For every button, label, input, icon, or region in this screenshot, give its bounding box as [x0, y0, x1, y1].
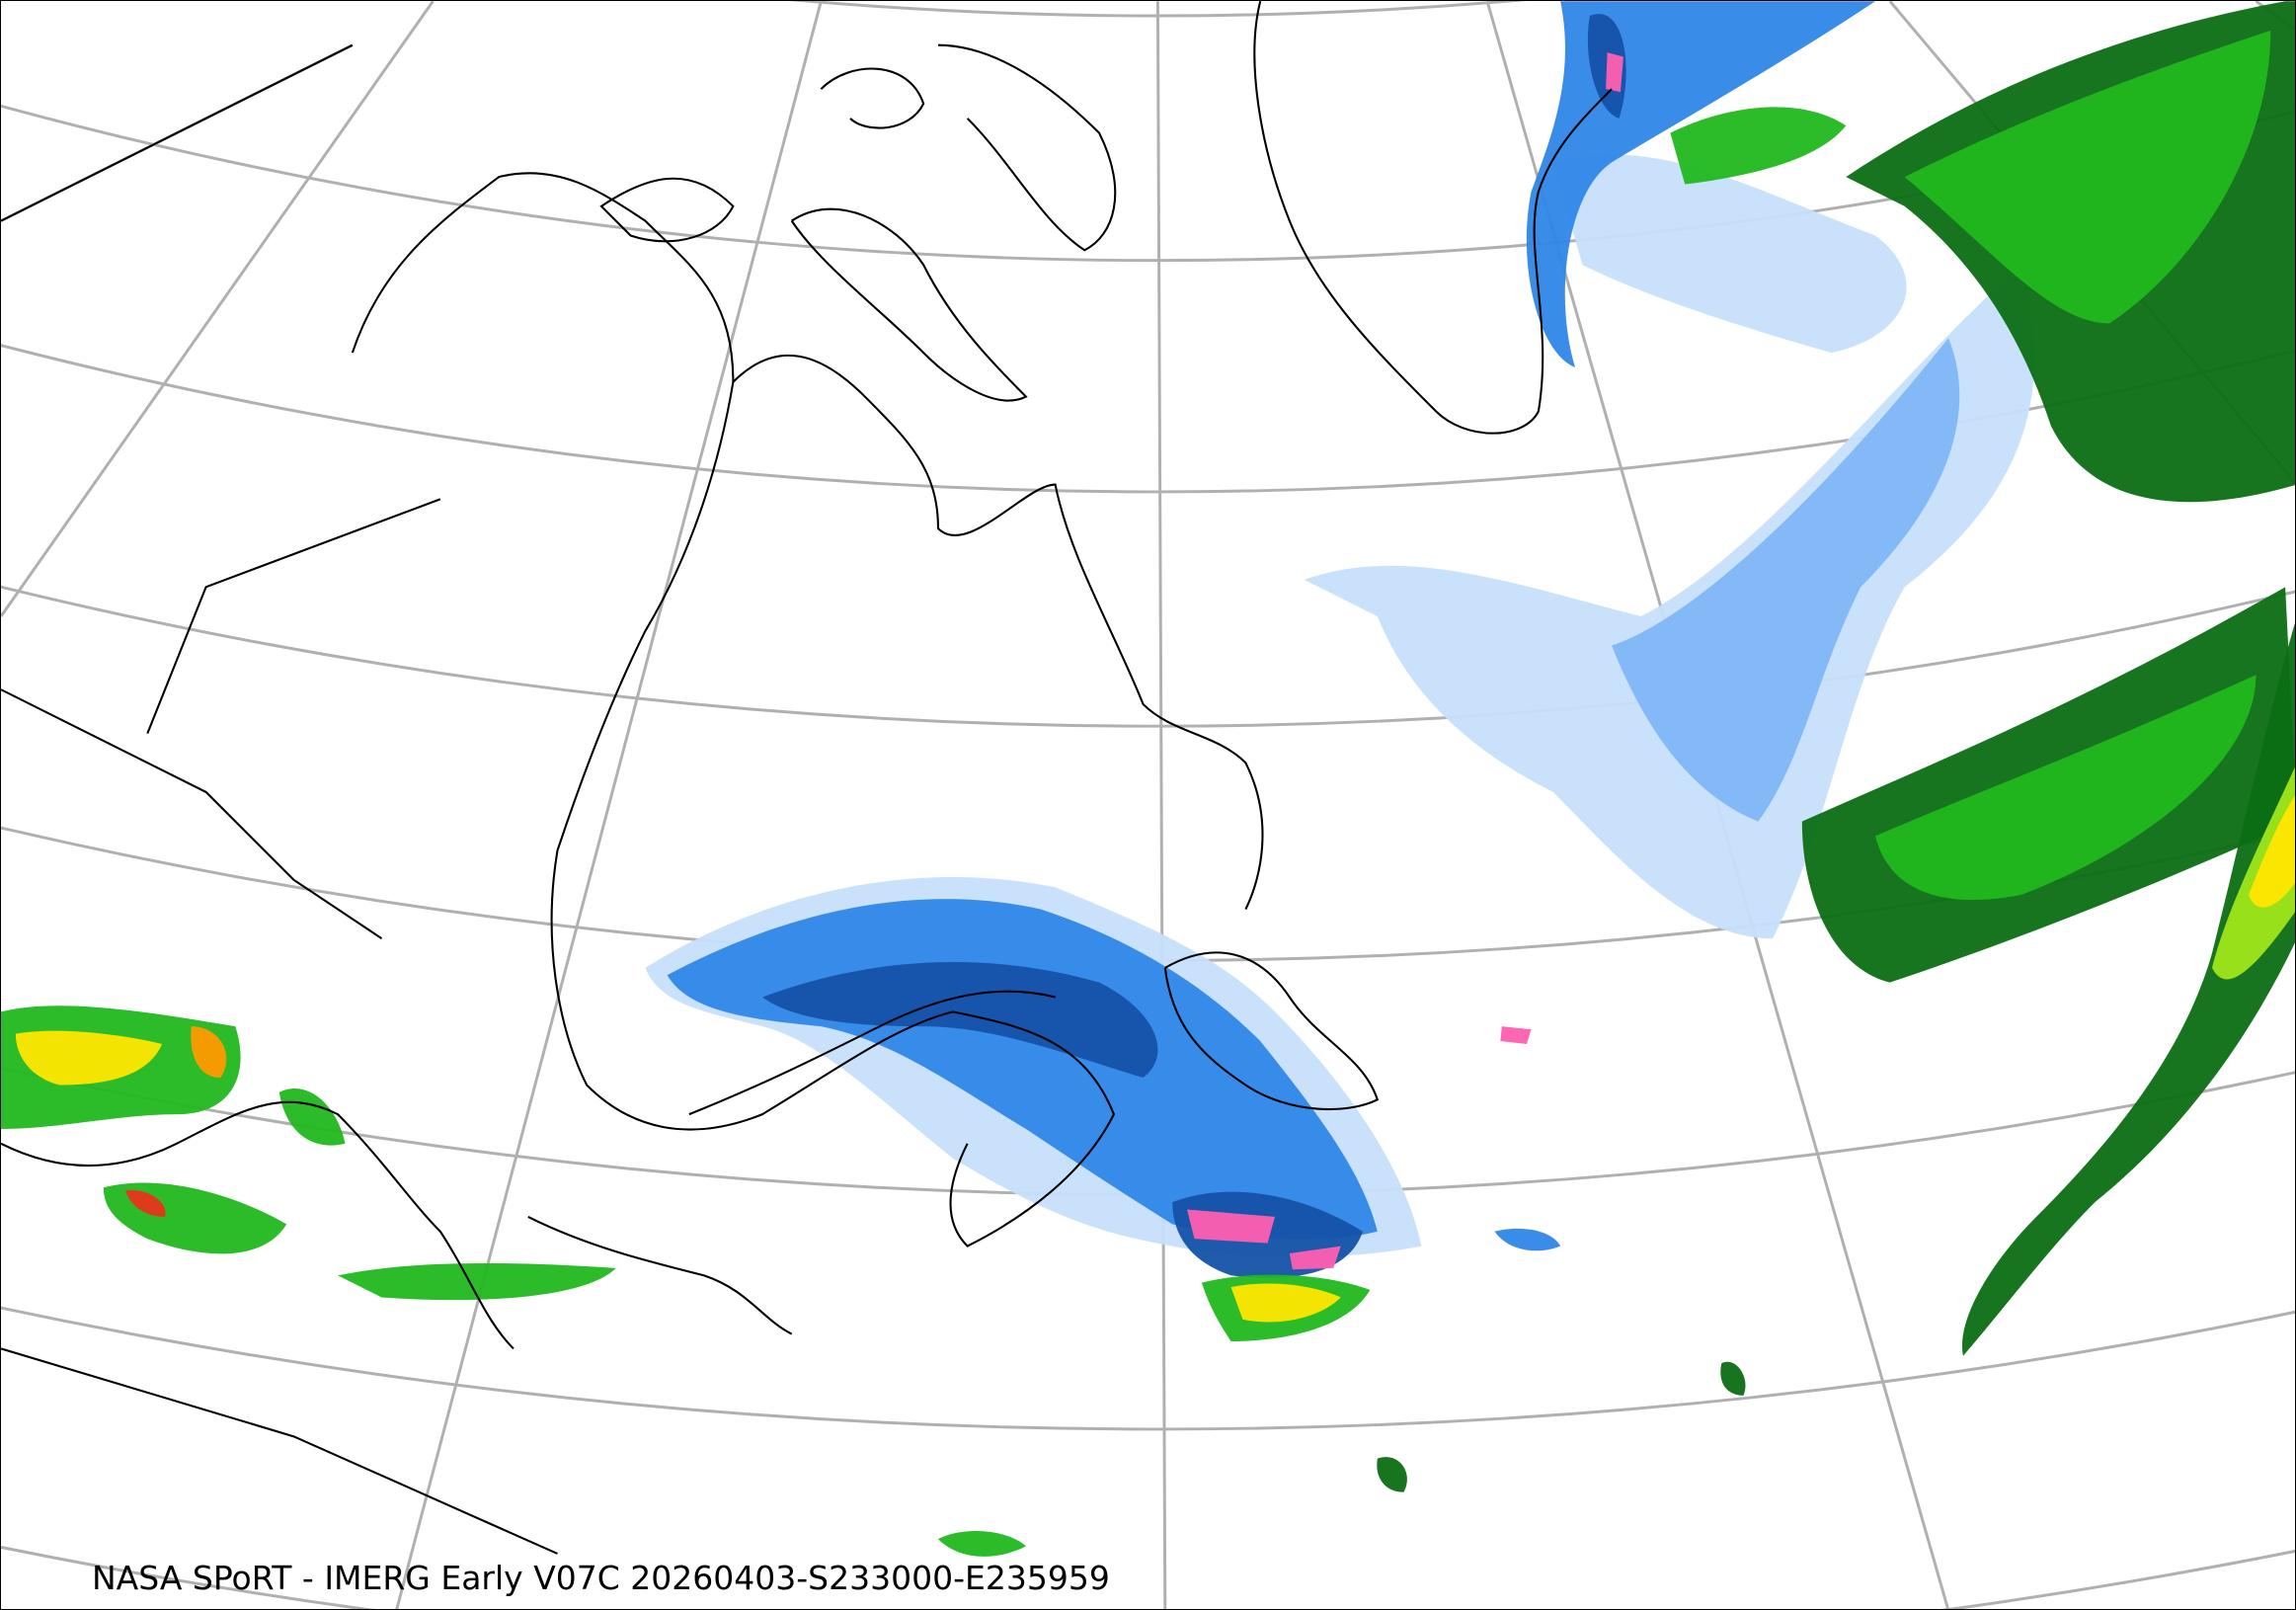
coastline-segment	[820, 67, 925, 129]
precip-area-green	[1904, 30, 2271, 324]
precip-area-red	[125, 1189, 166, 1217]
precip-area-pink	[1187, 1209, 1276, 1244]
precip-area-pink	[1289, 1246, 1341, 1270]
precip-area-green	[338, 1262, 616, 1301]
precip-area-light-blue	[1552, 154, 1907, 354]
meridian-line	[1, 1, 435, 617]
meridian-line	[1155, 1, 1167, 1609]
latitude-line	[800, 1, 1516, 17]
precip-area-pink	[1606, 52, 1623, 93]
coastline-segment	[732, 354, 1264, 910]
precip-area-blue	[1494, 1228, 1561, 1251]
coastline-segment	[949, 1010, 1116, 1248]
precip-area-dark-blue	[762, 962, 1158, 1079]
precip-area-dark-green	[1720, 1361, 1746, 1396]
precipitation-layer	[1, 1, 2295, 1557]
coastline-segment	[1, 1347, 558, 1555]
precip-area-dark-green	[1962, 622, 2295, 1356]
precip-area-green	[1670, 107, 1847, 185]
coastline-segment	[1, 43, 354, 222]
coastlines	[1, 1, 1613, 1555]
coastline-segment	[790, 207, 1028, 402]
precip-area-green	[937, 1531, 1026, 1557]
precip-area-green	[278, 1087, 346, 1146]
meridian-line	[395, 1, 823, 1609]
precip-area-pink	[1500, 1026, 1532, 1044]
coastline-segment	[688, 990, 1056, 1116]
precip-area-orange	[191, 1026, 227, 1079]
coastline-segment	[599, 177, 735, 243]
coastline-segment	[527, 1215, 793, 1335]
latitude-line	[1, 342, 2295, 493]
coastline-segment	[1, 688, 383, 940]
coastline-segment	[937, 43, 1117, 252]
coastline-segment	[1163, 951, 1380, 1111]
precip-area-light-blue	[1304, 265, 2035, 939]
coastline-segment	[1253, 1, 1613, 435]
precip-area-mid-blue	[1612, 338, 1960, 822]
precip-area-yellow	[1230, 1283, 1341, 1323]
precip-area-lime	[2211, 766, 2295, 980]
coastline-segment	[1, 1100, 515, 1350]
precip-area-yellow	[2249, 795, 2295, 908]
map-caption: NASA SPoRT - IMERG Early V07C 20260403-S…	[92, 1559, 1110, 1597]
precip-area-green	[1874, 675, 2256, 901]
coastline-segment	[351, 172, 954, 1131]
precip-area-yellow	[15, 1030, 163, 1086]
coastline-segment	[146, 498, 441, 734]
precip-area-dark-green	[1377, 1457, 1407, 1492]
